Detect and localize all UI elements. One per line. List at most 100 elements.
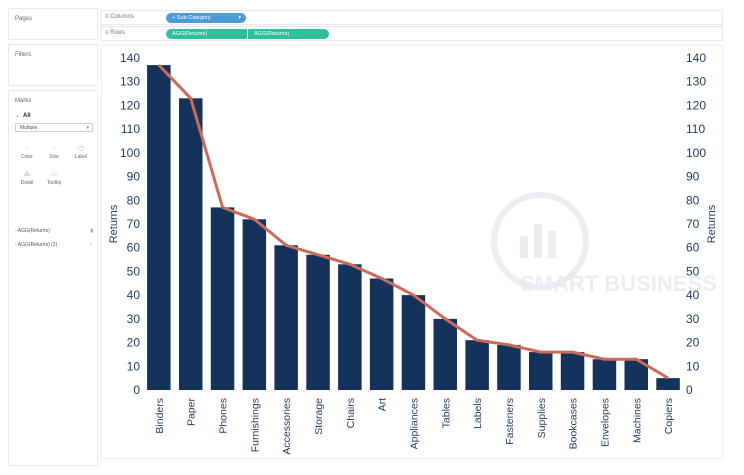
y-tick-label-left: 100	[120, 146, 140, 160]
y-tick-label-right: 130	[686, 75, 706, 89]
pill-text: Sub-Category	[176, 15, 211, 21]
bar-labels[interactable]	[465, 340, 489, 390]
x-tick-label: Copiers	[663, 398, 675, 434]
rows-icon: ≡	[105, 30, 111, 36]
tooltip-label: Tooltip	[46, 180, 62, 186]
detail-button[interactable]: ⁂ Detail	[15, 171, 39, 189]
bar-phones[interactable]	[210, 207, 235, 390]
x-tick-label: Envelopes	[599, 398, 611, 447]
tooltip-icon: ▭	[51, 172, 57, 178]
y-tick-label-left: 90	[127, 170, 141, 184]
y-tick-label-right: 70	[686, 217, 700, 231]
x-tick-label: Supplies	[536, 398, 548, 438]
bar-paper[interactable]	[179, 98, 203, 391]
y-tick-label-right: 120	[686, 98, 706, 112]
y-tick-label-left: 0	[133, 383, 140, 397]
pages-card: Pages	[8, 8, 98, 40]
x-tick-label: Labels	[472, 398, 484, 429]
bar-bookcases[interactable]	[560, 352, 585, 390]
pill-text: AGG(Returns)	[254, 31, 290, 37]
mark-type-value: Multiple	[20, 125, 38, 131]
columns-pill-subcategory[interactable]: + Sub-Category ▾	[166, 13, 246, 23]
marks-all-header[interactable]: ⌄ All	[15, 112, 31, 119]
detail-label: Detail	[20, 180, 34, 186]
filters-card[interactable]: Filters	[8, 44, 98, 86]
columns-label: ≡ Columns	[105, 14, 134, 20]
rows-shelf[interactable]: ≡ Rows AGG(Returns) AGG(Returns)	[101, 26, 723, 41]
x-tick-label: Chairs	[345, 398, 357, 428]
marks-all-label: All	[23, 113, 31, 119]
x-tick-label: Art	[377, 398, 389, 412]
chart-area: SMART BUSINESS 0 10 20 30 40 50 60 70 80 90 100 110…	[101, 45, 723, 459]
rows-pill-returns[interactable]: AGG(Returns)	[166, 29, 247, 39]
bar-accessories[interactable]	[274, 245, 298, 390]
measure-pill-returns[interactable]: › AGG(Returns) ▮	[15, 228, 95, 234]
bar-chairs[interactable]	[338, 264, 362, 390]
dropdown-arrow-icon: ▾	[86, 125, 89, 131]
y-tick-label-left: 70	[127, 217, 141, 231]
size-label: Size	[49, 154, 59, 160]
color-button[interactable]: ⁘ Color	[15, 145, 39, 163]
y-tick-label-left: 50	[127, 264, 141, 278]
label-button[interactable]: ▢ Label	[69, 145, 93, 163]
y-tick-label-right: 110	[686, 122, 705, 136]
mark-type-dropdown[interactable]: Multiple ▾	[15, 123, 93, 132]
x-tick-label: Phones	[218, 398, 230, 434]
y-tick-label-left: 10	[127, 359, 141, 373]
y-tick-label-right: 0	[686, 383, 693, 397]
y-tick-label-right: 80	[686, 193, 700, 207]
pill-text: AGG(Returns)	[172, 31, 208, 37]
y-tick-label-right: 140	[686, 51, 706, 65]
rows-label: ≡ Rows	[105, 30, 125, 36]
bar-envelopes[interactable]	[592, 359, 617, 390]
y-tick-label-right: 60	[686, 241, 700, 255]
x-tick-label: Storage	[313, 398, 325, 435]
bar-binders[interactable]	[147, 65, 171, 390]
bar-storage[interactable]	[306, 254, 330, 390]
bar-machines[interactable]	[624, 359, 649, 390]
measure-pill-returns-2[interactable]: › AGG(Returns) (2) ✓	[15, 242, 95, 248]
y-tick-label-right: 10	[686, 359, 700, 373]
returns-line	[157, 64, 669, 380]
marks-card: Marks ⌄ All Multiple ▾ ⁘ Color ◦ Size ▢ L…	[8, 90, 98, 466]
tooltip-button[interactable]: ▭ Tooltip	[42, 171, 66, 189]
bar-furnishings[interactable]	[242, 219, 267, 390]
y-tick-label-right: 90	[686, 170, 700, 184]
size-button[interactable]: ◦ Size	[42, 145, 66, 163]
measure-pill-label: AGG(Returns) (2)	[17, 242, 58, 248]
x-tick-label: Machines	[631, 398, 643, 443]
x-tick-label: Appliances	[409, 398, 421, 449]
x-tick-label: Tables	[440, 398, 452, 428]
bar-mark-icon: ▮	[90, 228, 93, 234]
columns-icon: ≡	[105, 14, 111, 20]
x-tick-label: Paper	[186, 398, 198, 427]
bar-supplies[interactable]	[529, 352, 553, 390]
bar-copiers[interactable]	[656, 378, 680, 390]
y-tick-label-left: 110	[121, 122, 140, 136]
columns-shelf[interactable]: ≡ Columns + Sub-Category ▾	[101, 10, 723, 25]
bar-fasteners[interactable]	[497, 344, 521, 390]
y-tick-label-left: 80	[127, 193, 141, 207]
rows-pill-returns-2[interactable]: AGG(Returns)	[248, 29, 329, 39]
y-tick-label-left: 120	[120, 98, 140, 112]
left-panel: Pages Filters Marks ⌄ All Multiple ▾ ⁘ Co…	[8, 8, 98, 466]
y-tick-label-right: 40	[686, 288, 700, 302]
size-icon: ◦	[52, 146, 56, 152]
y-tick-label-left: 140	[120, 51, 140, 65]
bar-art[interactable]	[369, 278, 394, 391]
y-tick-label-right: 100	[686, 146, 706, 160]
chevron-down-icon: ⌄	[15, 113, 21, 119]
bar-tables[interactable]	[433, 318, 458, 390]
bar-appliances[interactable]	[401, 295, 426, 390]
y-tick-label-right: 20	[686, 336, 700, 350]
chevron-right-icon: ›	[15, 228, 17, 234]
svg-text:SMART BUSINESS: SMART BUSINESS	[520, 271, 717, 296]
columns-text: Columns	[110, 14, 134, 20]
x-tick-label: Furnishings	[249, 398, 261, 452]
label-icon: ▢	[78, 146, 84, 152]
y-tick-label-left: 20	[127, 336, 141, 350]
x-tick-label: Accessories	[281, 398, 293, 455]
rows-text: Rows	[110, 30, 126, 36]
color-label: Color	[21, 154, 33, 160]
y-tick-label-left: 30	[127, 312, 141, 326]
